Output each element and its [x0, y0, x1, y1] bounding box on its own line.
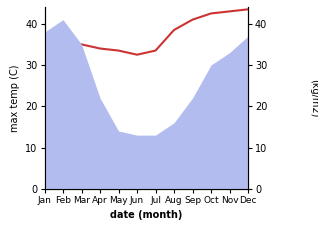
Y-axis label: med. precipitation
(kg/m2): med. precipitation (kg/m2) — [309, 53, 318, 143]
Y-axis label: max temp (C): max temp (C) — [10, 64, 20, 132]
X-axis label: date (month): date (month) — [110, 210, 183, 220]
